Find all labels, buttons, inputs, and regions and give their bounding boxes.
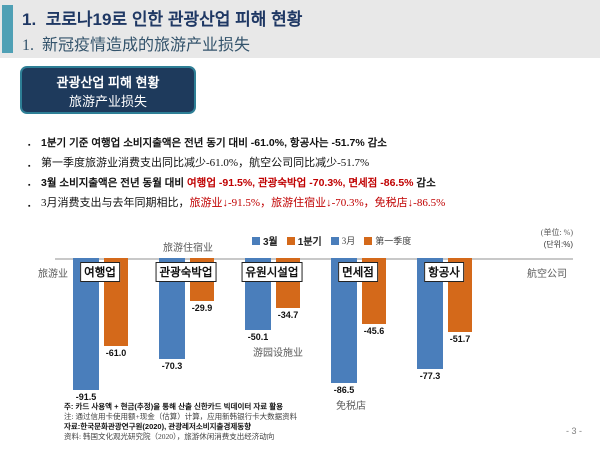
title-chinese: 1. 新冠疫情造成的旅游产业损失 [22, 37, 251, 54]
section-badge: 관광산업 피해 현황 旅游产业损失 [20, 66, 196, 114]
category-label-3: 유원시설업 [241, 262, 303, 282]
legend-item-3: 3月 [330, 234, 356, 247]
category-label-chinese-4: 免税店 [336, 401, 366, 412]
bullet-text: 감소 [413, 177, 436, 189]
category-label-chinese-1: 旅游业 [38, 269, 68, 280]
category-label-2: 관광숙박업 [155, 262, 217, 282]
page-number: - 3 - [565, 426, 582, 436]
legend-item-2: 1분기 [286, 233, 322, 248]
header-accent-bar [2, 5, 13, 53]
bullet-item-4: ▪ 3月消费支出与去年同期相比，旅游业↓-91.5%，旅游住宿业↓-70.3%，免… [28, 196, 588, 210]
bar-value-label: -91.5 [75, 392, 97, 402]
slide-header: 1. 코로나19로 인한 관광산업 피해 현황 1. 新冠疫情造成的旅游产业损失 [0, 0, 600, 58]
bullet-item-3: ▪ 3월 소비지출액은 전년 동월 대비 여행업 -91.5%, 관광숙박업 -7… [28, 176, 588, 190]
category-label-chinese-5: 航空公司 [527, 269, 567, 280]
bullet-text: 第一季度旅游业消费支出同比减少-61.0%，航空公司同比减少-51.7% [41, 157, 370, 169]
legend-swatch-icon [364, 236, 373, 245]
bar-value-label: -86.5 [333, 385, 355, 395]
legend-swatch-icon [286, 236, 295, 245]
source-note-1: 주: 카드 사용액 + 현금(추정)을 통해 산출 신한카드 빅데이터 자료 활… [64, 402, 284, 411]
legend-label: 3月 [341, 236, 356, 246]
bullet-text: 3월 소비지출액은 전년 동월 대비 [41, 177, 188, 189]
chart-baseline [55, 258, 573, 260]
badge-chinese-label: 旅游产业损失 [68, 94, 147, 109]
legend-item-4: 第一季度 [364, 234, 411, 247]
legend-swatch-icon [252, 236, 260, 245]
bar-value-label: -34.7 [277, 310, 299, 320]
bullet-item-2: ▪ 第一季度旅游业消费支出同比减少-61.0%，航空公司同比减少-51.7% [28, 156, 588, 170]
bullet-text-highlight: 旅游业↓-91.5%，旅游住宿业↓-70.3%，免税店↓-86.5% [189, 197, 446, 209]
source-note-4: 资料: 韩国文化观光研究院（2020），旅游休闲消费支出经济动向 [64, 432, 275, 441]
bullet-marker-icon: ▪ [28, 202, 31, 210]
bar-value-label: -29.9 [191, 303, 213, 313]
bar-value-label: -51.7 [449, 334, 471, 344]
bullet-text: 1분기 기준 여행업 소비지출액은 전년 동기 대비 -61.0%, 항공사는 … [41, 137, 387, 149]
legend-label: 3월 [263, 237, 278, 248]
legend-label: 第一季度 [375, 236, 412, 246]
legend-label: 1분기 [297, 237, 322, 248]
bar-value-label: -45.6 [363, 326, 385, 336]
unit-label-korean: (단위:%) [543, 240, 573, 249]
bar-value-label: -77.3 [419, 371, 441, 381]
unit-label-chinese: (单位: %) [540, 228, 573, 237]
bullet-marker-icon: ▪ [28, 142, 31, 149]
bar-value-label: -61.0 [105, 348, 127, 358]
legend-item-1: 3월 [252, 233, 278, 248]
legend-swatch-icon [330, 236, 339, 245]
bullet-marker-icon: ▪ [28, 182, 31, 189]
bullet-item-1: ▪ 1분기 기준 여행업 소비지출액은 전년 동기 대비 -61.0%, 항공사는… [28, 136, 588, 150]
bar-value-label: -50.1 [247, 332, 269, 342]
source-note-2: 注: 通过信用卡使用额+现金（估算）计算，应用新韩银行卡大数据资料 [64, 412, 298, 421]
bullet-text: 3月消费支出与去年同期相比， [41, 197, 190, 209]
title-korean: 1. 코로나19로 인한 관광산업 피해 현황 [22, 10, 303, 29]
category-label-1: 여행업 [80, 262, 120, 282]
category-label-4: 면세점 [338, 262, 378, 282]
chart-legend: 3월 1분기 3月 第一季度 [252, 233, 411, 248]
category-label-5: 항공사 [424, 262, 464, 282]
badge-korean-label: 관광산업 피해 현황 [56, 75, 160, 90]
bullet-list: ▪ 1분기 기준 여행업 소비지출액은 전년 동기 대비 -61.0%, 항공사는… [28, 136, 588, 216]
bullet-text-highlight: 여행업 -91.5%, 관광숙박업 -70.3%, 면세점 -86.5% [187, 177, 414, 189]
bullet-marker-icon: ▪ [28, 162, 31, 170]
category-label-chinese-3: 游园设施业 [253, 348, 303, 359]
source-notes: 주: 카드 사용액 + 현금(추정)을 통해 산출 신한카드 빅데이터 자료 활… [64, 402, 297, 442]
category-label-chinese-2: 旅游住宿业 [163, 243, 213, 254]
bar-value-label: -70.3 [161, 361, 183, 371]
source-note-3: 자료:한국문화관광연구원(2020), 관광레저소비지출경제동향 [64, 422, 252, 431]
